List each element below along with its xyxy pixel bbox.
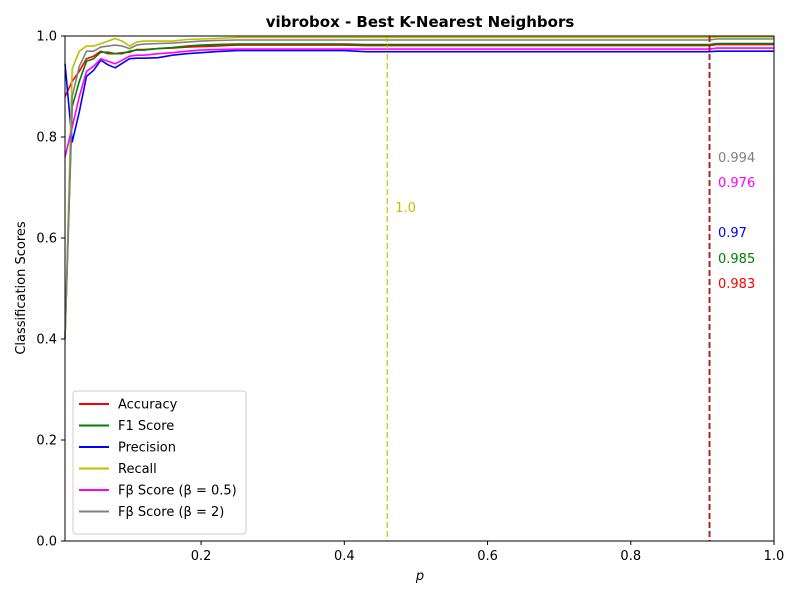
- score-annotation-4: 0.983: [718, 277, 755, 292]
- legend-label-3: Recall: [118, 462, 157, 477]
- series-line-1: [64, 42, 774, 340]
- legend-label-0: Accuracy: [118, 398, 178, 413]
- series-lines: [64, 36, 774, 340]
- x-tick-label-1: 0.4: [334, 549, 355, 564]
- series-line-4: [64, 47, 774, 158]
- score-annotation-3: 0.985: [718, 252, 755, 267]
- chart-title: vibrobox - Best K-Nearest Neighbors: [266, 13, 575, 31]
- legend: Accuracy F1 Score Precision Recall Fβ Score …: [72, 390, 247, 535]
- vline-label-0: 1.0: [395, 201, 416, 216]
- y-tick-label-2: 0.4: [36, 333, 57, 348]
- score-annotation-2: 0.97: [718, 226, 747, 241]
- y-tick-label-0: 0.0: [36, 535, 57, 550]
- axes: 0.2 0.4 0.6 0.8 1.0 0.0 0.2 0.4 0.6 0.8 1.0: [36, 30, 784, 565]
- annotations: 0.994 0.976 0.97 0.985 0.983: [718, 151, 755, 292]
- y-tick-label-5: 1.0: [36, 30, 57, 45]
- x-tick-label-4: 1.0: [764, 549, 785, 564]
- plot-frame: [64, 35, 775, 542]
- x-tick-label-2: 0.6: [477, 549, 498, 564]
- score-annotation-1: 0.976: [718, 176, 755, 191]
- legend-label-4: Fβ Score (β = 0.5): [118, 484, 237, 499]
- y-tick-label-3: 0.6: [36, 232, 57, 247]
- y-axis-label: Classification Scores: [14, 221, 29, 355]
- legend-label-5: Fβ Score (β = 2): [118, 505, 224, 520]
- series-line-2: [64, 49, 774, 143]
- x-axis-label: p: [415, 569, 424, 584]
- x-tick-label-0: 0.2: [191, 549, 212, 564]
- vertical-lines: 1.0: [386, 36, 711, 541]
- series-line-3: [64, 36, 774, 340]
- y-tick-label-1: 0.2: [36, 434, 57, 449]
- legend-label-1: F1 Score: [118, 419, 174, 434]
- score-annotation-0: 0.994: [718, 151, 755, 166]
- series-line-5: [64, 38, 774, 340]
- legend-label-2: Precision: [118, 441, 176, 456]
- x-tick-label-3: 0.8: [620, 549, 641, 564]
- legend-box: [72, 390, 247, 535]
- series-line-0: [64, 43, 774, 97]
- y-tick-label-4: 0.8: [36, 131, 57, 146]
